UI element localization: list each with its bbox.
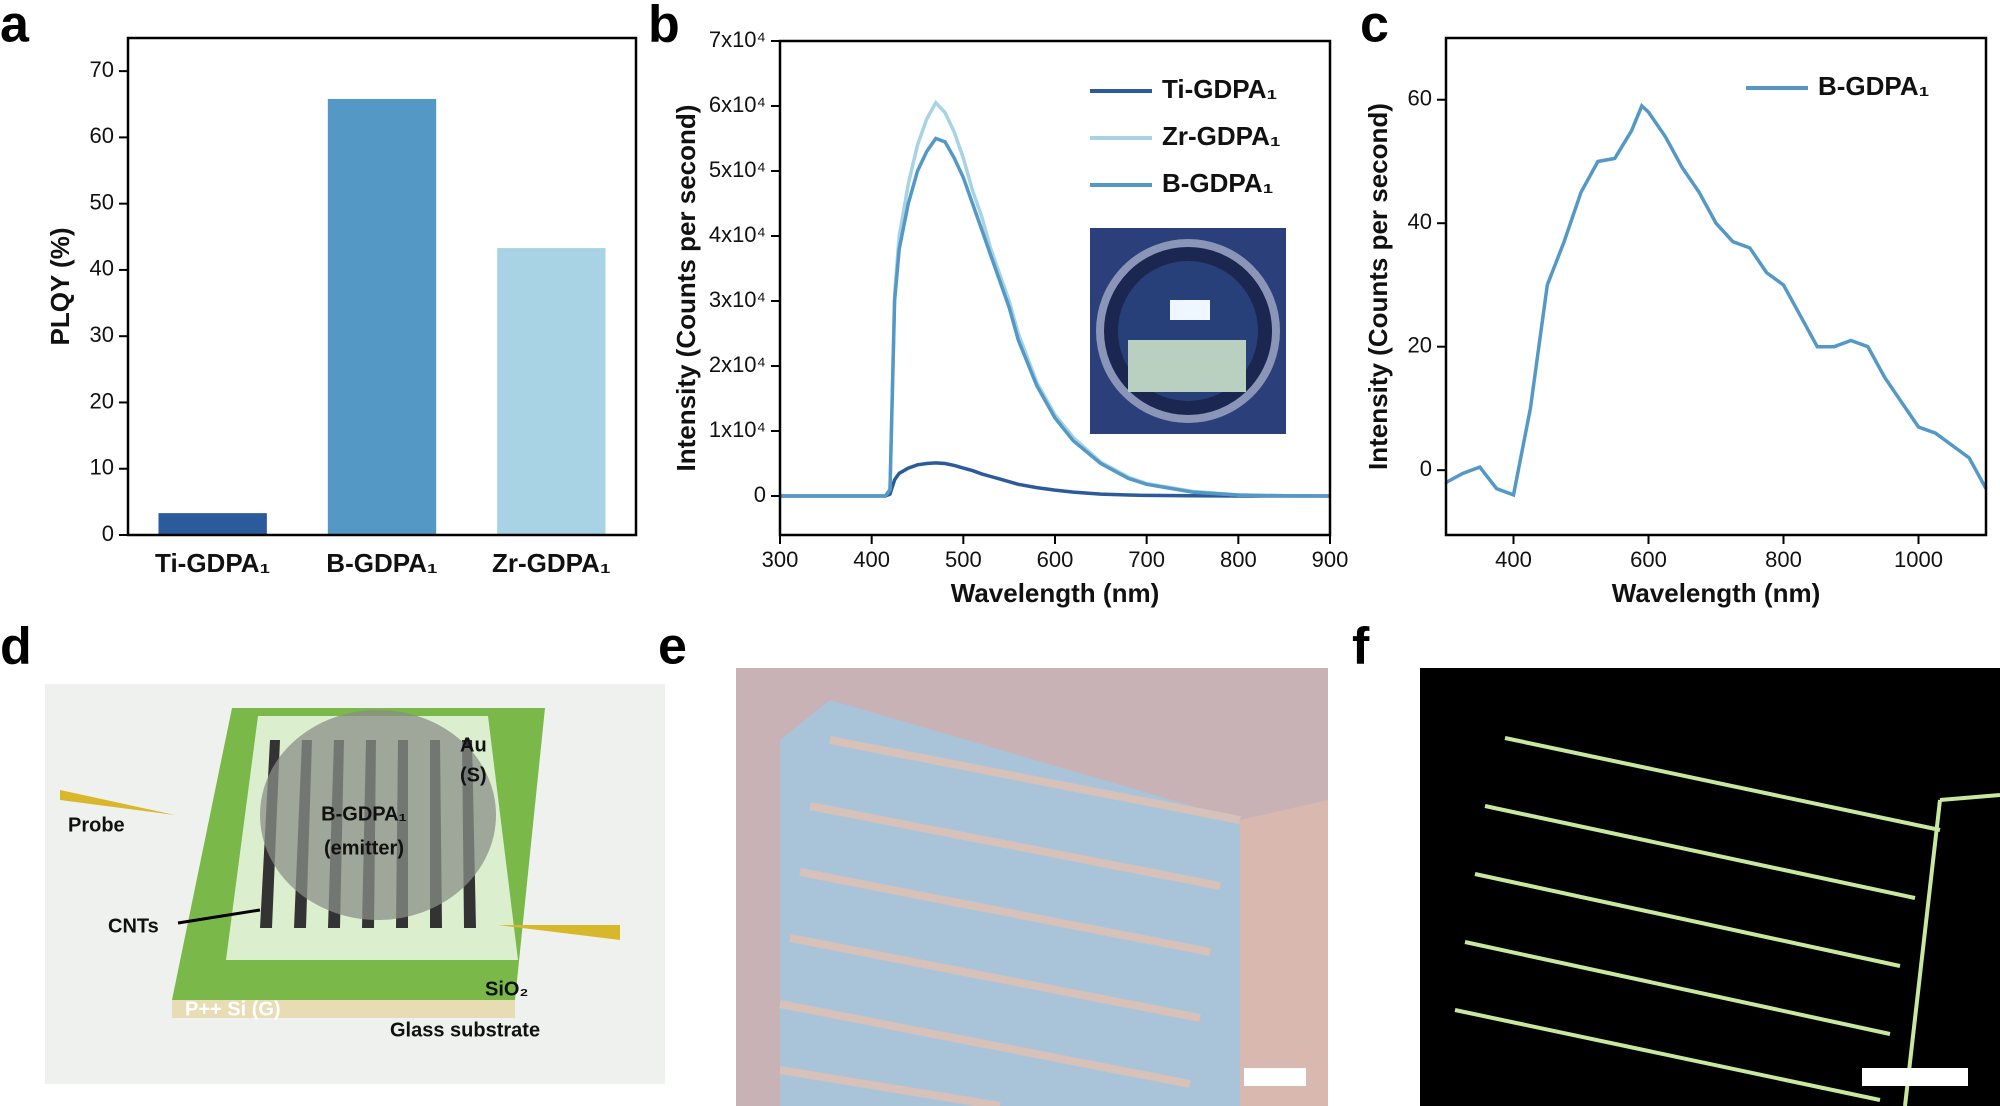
bar xyxy=(327,98,437,535)
y-tick-label: 50 xyxy=(90,189,114,214)
plot-frame xyxy=(1444,36,1988,537)
emission-image xyxy=(1420,668,2000,1106)
y-tick-label: 40 xyxy=(90,256,114,281)
device-label: Au xyxy=(460,734,487,756)
legend-label: Zr-GDPA₁ xyxy=(1162,121,1281,151)
y-axis-label: Intensity (Counts per second) xyxy=(671,105,701,472)
y-tick-label: 60 xyxy=(1408,86,1432,111)
y-axis-label: PLQY (%) xyxy=(45,228,75,346)
panel-label: e xyxy=(658,618,687,676)
x-tick-label: 800 xyxy=(1220,547,1257,572)
panel-label: c xyxy=(1360,0,1389,54)
y-axis-label: Intensity (Counts per second) xyxy=(1363,103,1393,470)
legend-label: Ti-GDPA₁ xyxy=(1162,74,1277,104)
plot-frame xyxy=(778,39,1332,537)
y-tick-label: 20 xyxy=(1408,333,1432,358)
y-tick-label: 30 xyxy=(90,322,114,347)
line-series xyxy=(780,136,1331,498)
y-tick-label: 40 xyxy=(1408,209,1432,234)
x-tick-label: 900 xyxy=(1312,547,1349,572)
y-tick-label: 7x10⁴ xyxy=(709,27,766,52)
x-tick-label: 1000 xyxy=(1894,547,1943,572)
x-axis-label: Wavelength (nm) xyxy=(951,578,1159,608)
x-tick-label: Zr-GDPA₁ xyxy=(492,548,611,578)
y-tick-label: 4x10⁴ xyxy=(709,222,766,247)
x-tick-label: 600 xyxy=(1037,547,1074,572)
y-tick-label: 70 xyxy=(90,57,114,82)
device-label: P++ Si (G) xyxy=(185,998,281,1020)
device-label: Glass substrate xyxy=(390,1019,540,1041)
x-tick-label: 600 xyxy=(1630,547,1667,572)
panel-label: f xyxy=(1352,618,1370,676)
device-schematic xyxy=(45,684,665,1084)
bar xyxy=(158,513,267,535)
y-tick-label: 2x10⁴ xyxy=(709,352,766,377)
y-tick-label: 0 xyxy=(102,521,114,546)
device-label: Probe xyxy=(68,814,125,836)
y-tick-label: 0 xyxy=(1420,456,1432,481)
device-label: (emitter) xyxy=(324,837,404,859)
y-tick-label: 20 xyxy=(90,388,114,413)
y-tick-label: 10 xyxy=(90,455,114,480)
x-tick-label: 700 xyxy=(1128,547,1165,572)
bar xyxy=(497,248,606,535)
device-label: B-GDPA₁ xyxy=(321,803,407,825)
device-label: SiO₂ xyxy=(485,978,528,1000)
panel-label: d xyxy=(0,618,32,676)
optical-image xyxy=(736,668,1328,1106)
y-tick-label: 5x10⁴ xyxy=(709,157,766,182)
plot-frame xyxy=(126,36,638,537)
panel-label: b xyxy=(648,0,680,54)
line-series xyxy=(1445,102,1988,498)
x-tick-label: 400 xyxy=(1495,547,1532,572)
device-label: (S) xyxy=(460,764,487,786)
x-tick-label: B-GDPA₁ xyxy=(326,548,437,578)
x-tick-label: 400 xyxy=(853,547,890,572)
y-tick-label: 0 xyxy=(754,482,766,507)
y-tick-label: 3x10⁴ xyxy=(709,287,766,312)
panel-label: a xyxy=(0,0,30,54)
x-tick-label: 500 xyxy=(945,547,982,572)
legend-label: B-GDPA₁ xyxy=(1818,71,1929,101)
x-tick-label: 300 xyxy=(762,547,799,572)
device-label: CNTs xyxy=(108,915,159,937)
x-tick-label: Ti-GDPA₁ xyxy=(155,548,270,578)
line-series xyxy=(780,461,1330,498)
y-tick-label: 6x10⁴ xyxy=(709,92,766,117)
x-axis-label: Wavelength (nm) xyxy=(1612,578,1820,608)
y-tick-label: 60 xyxy=(90,123,114,148)
inset-photo xyxy=(1090,228,1286,434)
x-tick-label: 800 xyxy=(1765,547,1802,572)
legend-label: B-GDPA₁ xyxy=(1162,168,1273,198)
y-tick-label: 1x10⁴ xyxy=(709,417,766,442)
